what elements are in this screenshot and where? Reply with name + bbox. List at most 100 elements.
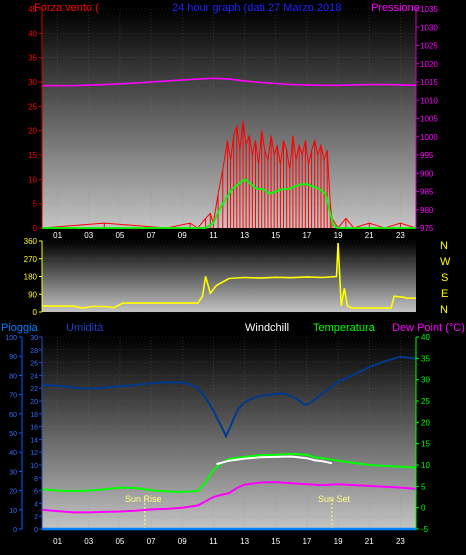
rain-tick-label: 60: [9, 412, 17, 419]
temperature-tick-label: 0: [421, 504, 426, 513]
humidity-tick-label: 30: [30, 335, 38, 342]
temperature-x-tick-label: 23: [396, 537, 405, 546]
temperature-x-tick-label: 03: [84, 537, 93, 546]
humidity-tick-label: 24: [30, 373, 38, 380]
humidity-tick-label: 14: [30, 437, 38, 444]
temperature-x-tick-label: 09: [178, 537, 187, 546]
temperature-tick-labels: 0246810121416182022242628300102030405060…: [5, 333, 430, 546]
temperature-tick-label: 20: [421, 418, 430, 427]
direction-series-layer: [42, 242, 416, 309]
sunrise-label: Sun Rise: [125, 494, 162, 504]
wind-series-layer: [41, 77, 417, 229]
pressure-tick-label: 1015: [420, 78, 438, 87]
temperature-x-tick-label: 11: [209, 537, 218, 546]
humidity-tick-label: 16: [30, 425, 38, 432]
humidity-tick-label: 28: [30, 348, 38, 355]
pressure-tick-label: 995: [420, 151, 434, 160]
temperature-x-tick-label: 17: [302, 537, 311, 546]
humidity-tick-label: 18: [30, 412, 38, 419]
temperature-tick-label: 35: [421, 354, 430, 363]
temperature-tick-label: 40: [421, 333, 430, 342]
humidity-tick-label: 20: [30, 399, 38, 406]
compass-label-n-top: N: [440, 240, 448, 252]
wind-x-tick-label: 21: [365, 231, 374, 240]
wind-x-tick-label: 15: [271, 231, 280, 240]
wind-x-tick-label: 13: [240, 231, 249, 240]
temperature-tick-label: 15: [421, 440, 430, 449]
humidity-tick-label: 8: [34, 476, 38, 483]
temperature-tick-label: 5: [421, 482, 426, 491]
pressure-tick-label: 1010: [420, 96, 438, 105]
compass-label-e: E: [441, 288, 448, 300]
wind-tick-label: 25: [28, 102, 37, 111]
pressure-tick-label: 1030: [420, 23, 438, 32]
wind-tick-labels: 0510152025303540459759809859909951000100…: [28, 5, 438, 240]
wind_avg-series-line: [42, 178, 416, 229]
pressure-tick-label: 990: [420, 169, 434, 178]
rain-axis-title: Pioggia: [1, 322, 39, 334]
rain-tick-label: 40: [9, 450, 17, 457]
direction-tick-label: 180: [24, 273, 38, 282]
temperature-x-tick-label: 21: [365, 537, 374, 546]
temperature-x-tick-label: 05: [115, 537, 124, 546]
humidity-tick-label: 10: [30, 463, 38, 470]
temperature-series-layer: [41, 355, 417, 531]
rain-tick-label: 90: [9, 354, 17, 361]
direction-grid: [42, 240, 416, 313]
humidity-tick-label: 6: [34, 489, 38, 496]
rain-tick-label: 20: [9, 489, 17, 496]
wind-tick-label: 0: [33, 224, 38, 233]
direction-tick-label: 270: [24, 255, 38, 264]
wind-tick-label: 40: [28, 29, 37, 38]
wind-x-tick-label: 03: [84, 231, 93, 240]
wind-tick-label: 30: [28, 78, 37, 87]
direction-tick-label: 0: [33, 308, 38, 317]
direction-tick-labels: 0 90 180 270 360: [24, 237, 42, 317]
rain-tick-label: 0: [13, 527, 17, 534]
direction-tick-label: 90: [28, 290, 37, 299]
humidity-series-line: [41, 355, 417, 439]
humidity-tick-label: 2: [34, 514, 38, 521]
rain-tick-label: 10: [9, 508, 17, 515]
compass-label-s: S: [441, 272, 448, 284]
temperature-x-tick-label: 07: [147, 537, 156, 546]
wind-tick-label: 45: [28, 5, 37, 14]
direction-series-line: [42, 242, 416, 309]
temperature-panel: 0246810121416182022242628300102030405060…: [1, 322, 465, 546]
temperature-x-tick-label: 01: [53, 537, 62, 546]
wind-x-tick-label: 17: [302, 231, 311, 240]
temperature-legend: Temperatura: [313, 322, 376, 334]
wind-axis-title: Forza vento (: [34, 2, 99, 14]
wind-tick-label: 10: [28, 175, 37, 184]
rain-tick-label: 100: [5, 335, 17, 342]
rain-tick-label: 30: [9, 469, 17, 476]
dewpoint-series-line: [41, 481, 417, 514]
sunset-label: Sun Set: [318, 494, 351, 504]
temperature-grid: [42, 336, 416, 530]
wind-x-tick-label: 09: [178, 231, 187, 240]
wind-x-tick-label: 01: [53, 231, 62, 240]
wind-x-tick-label: 19: [334, 231, 343, 240]
wind-x-tick-label: 11: [209, 231, 218, 240]
windchill-series-line: [216, 455, 333, 466]
pressure-tick-label: 1000: [420, 133, 438, 142]
wind-tick-label: 15: [28, 151, 37, 160]
humidity-tick-label: 26: [30, 361, 38, 368]
pressure-tick-label: 985: [420, 188, 434, 197]
pressure-tick-label: 980: [420, 206, 434, 215]
wind-x-tick-label: 05: [115, 231, 124, 240]
wind-tick-label: 35: [28, 54, 37, 63]
temperature-x-tick-label: 15: [271, 537, 280, 546]
humidity-tick-label: 12: [30, 450, 38, 457]
wind-x-tick-label: 07: [147, 231, 156, 240]
pressure-tick-label: 1020: [420, 60, 438, 69]
wind-tick-label: 5: [33, 200, 38, 209]
windchill-legend: Windchill: [245, 322, 289, 334]
dewpoint-legend: Dew Point (°C): [392, 322, 465, 334]
temperature-x-tick-label: 19: [334, 537, 343, 546]
temperature-tick-label: -5: [421, 525, 429, 534]
compass-label-n-bottom: N: [440, 304, 448, 316]
humidity-tick-label: 0: [34, 527, 38, 534]
compass-label-w: W: [440, 256, 451, 268]
